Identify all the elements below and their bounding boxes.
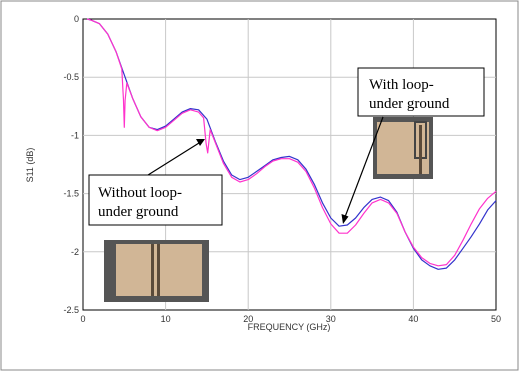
x-tick-label: 40	[408, 314, 418, 324]
annotation-box-with-loop	[357, 67, 485, 117]
x-tick-label: 30	[326, 314, 336, 324]
annotation-without-loop-line2: under ground	[98, 204, 179, 220]
arrowhead-with-loop	[341, 214, 349, 224]
series-line-2	[86, 18, 497, 267]
y-tick-label: -1	[71, 130, 79, 140]
x-axis-label: FREQUENCY (GHz)	[248, 322, 331, 332]
x-tick-label: 0	[80, 314, 85, 324]
x-tick-label: 10	[161, 314, 171, 324]
x-tick-label: 50	[491, 314, 501, 324]
y-tick-label: -1.5	[63, 189, 79, 199]
annotation-box-without-loop	[88, 174, 223, 226]
y-tick-label: 0	[74, 14, 79, 24]
x-tick-label: 20	[243, 314, 253, 324]
annotation-with-loop-line1: With loop-	[369, 77, 434, 93]
y-tick-label: -0.5	[63, 72, 79, 82]
series-group	[86, 18, 497, 270]
y-axis-label: S11 (dB)	[25, 148, 35, 183]
y-tick-label: -2.5	[63, 305, 79, 315]
annotation-arrow-without-loop	[147, 142, 200, 176]
arrowhead-without-loop	[196, 139, 205, 146]
photo-without-loop	[104, 240, 209, 302]
tick-labels: 0 10 20 30 40 50 0 -0.5 -1 -1.5 -2 -2.5	[63, 14, 501, 324]
annotation-without-loop-line1: Without loop-	[98, 185, 182, 201]
photo-with-loop	[373, 117, 433, 179]
annotation-with-loop-line2: under ground	[369, 96, 450, 112]
y-tick-label: -2	[71, 247, 79, 257]
annotation-arrow-with-loop	[344, 116, 384, 218]
